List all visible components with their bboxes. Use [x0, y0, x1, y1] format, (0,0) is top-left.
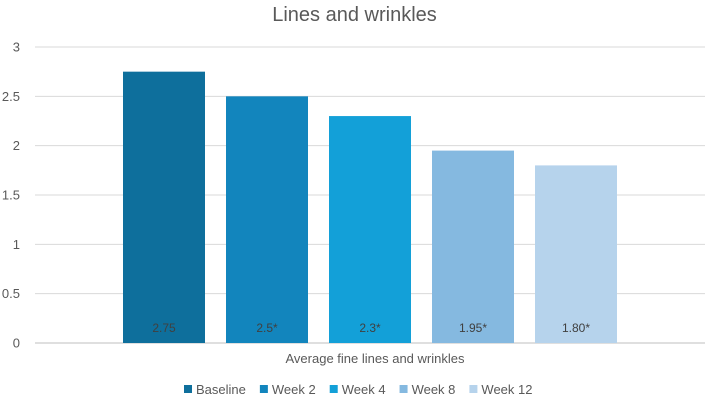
y-tick-label: 0.5: [2, 286, 20, 301]
data-label-week-2: 2.5*: [256, 321, 278, 335]
data-label-baseline: 2.75: [152, 321, 176, 335]
legend-swatch-baseline: [184, 385, 192, 393]
bar-week-4: [329, 116, 411, 343]
bar-baseline: [123, 71, 205, 344]
data-label-week-8: 1.95*: [459, 321, 487, 335]
legend-swatch-week-12: [469, 385, 478, 393]
bar-week-12: [535, 165, 617, 343]
y-tick-label: 1: [13, 237, 20, 252]
legend-swatch-week-8: [399, 385, 408, 393]
bars: [123, 71, 617, 344]
legend-swatch-week-2: [259, 385, 268, 393]
legend-label-week-12: Week 12: [481, 382, 532, 397]
y-axis-ticks: 0 0.5 1 1.5 2 2.5 3: [2, 40, 20, 351]
y-tick-label: 3: [13, 40, 20, 55]
bar-week-2: [226, 96, 308, 343]
data-label-week-4: 2.3*: [359, 321, 381, 335]
data-labels: 2.75 2.5* 2.3* 1.95* 1.80*: [152, 321, 590, 335]
legend: Baseline Week 2 Week 4 Week 8 Week 12: [184, 382, 532, 397]
y-tick-label: 0: [13, 336, 20, 351]
y-tick-label: 2: [13, 138, 20, 153]
data-label-week-12: 1.80*: [562, 321, 590, 335]
y-tick-label: 2.5: [2, 89, 20, 104]
x-axis-label: Average fine lines and wrinkles: [286, 351, 465, 366]
legend-label-week-4: Week 4: [342, 382, 386, 397]
legend-label-week-2: Week 2: [272, 382, 316, 397]
legend-label-baseline: Baseline: [196, 382, 246, 397]
legend-swatch-week-4: [329, 385, 338, 393]
legend-label-week-8: Week 8: [412, 382, 456, 397]
bar-week-8: [432, 150, 514, 343]
chart-title: Lines and wrinkles: [272, 4, 437, 26]
y-tick-label: 1.5: [2, 188, 20, 203]
